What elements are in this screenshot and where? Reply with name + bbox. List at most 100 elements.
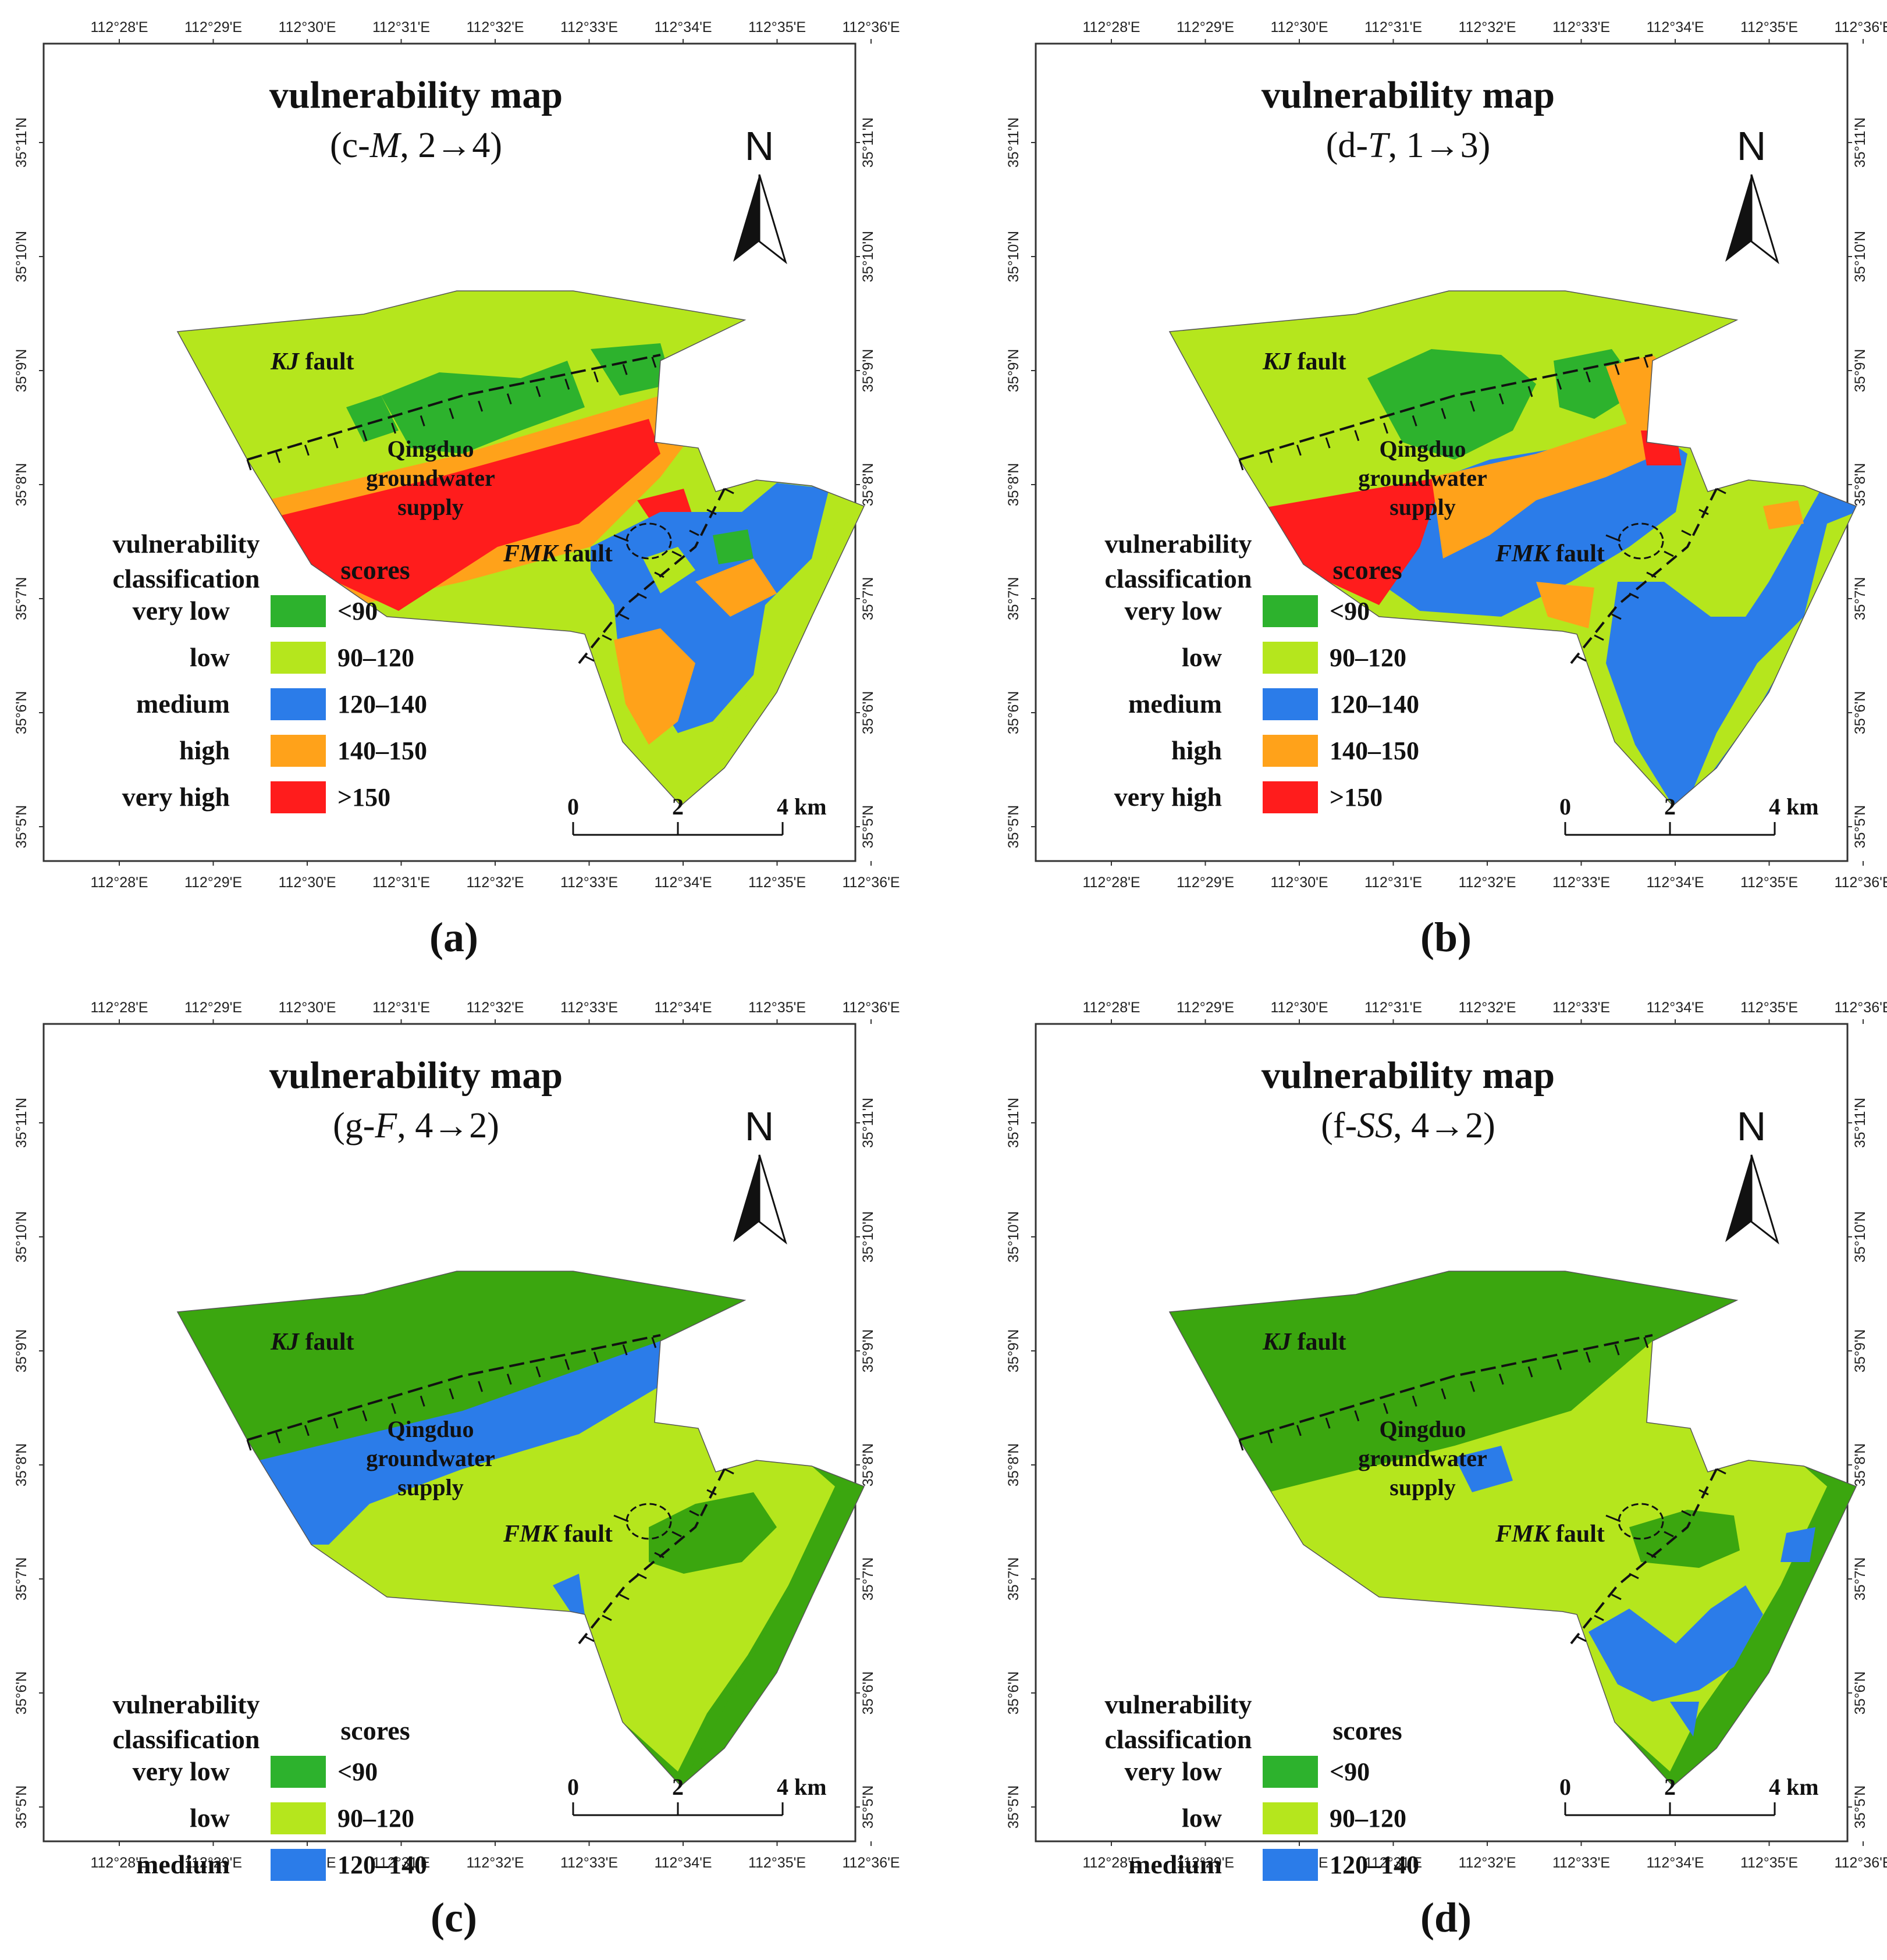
x-tick-label-top: 112°28'E	[90, 19, 148, 35]
map-title: vulnerability map	[1261, 1054, 1555, 1097]
fault-hatch	[1470, 400, 1476, 412]
fault-hatch	[1646, 1552, 1657, 1559]
y-tick-label-right: 35°6'N	[860, 1671, 876, 1715]
fault-hatch	[1441, 1388, 1447, 1400]
panel-label: (a)	[429, 914, 478, 961]
legend-class-label: medium	[1128, 1849, 1222, 1879]
fault-hatch	[1383, 422, 1388, 434]
fault-hatch	[602, 1614, 612, 1621]
x-tick-label-bottom: 112°29'E	[1177, 874, 1234, 891]
legend-score-label: 90–120	[1330, 1804, 1406, 1833]
legend-swatch	[1263, 1802, 1318, 1834]
class-patch-high	[1763, 500, 1804, 529]
panel-a: 112°28'E 112°28'E 112°29'E 112°29'E 112°30'E…	[13, 19, 900, 961]
fmk-fault-label: FMK fault	[1495, 540, 1605, 567]
kj-fault-rest: fault	[1291, 1329, 1346, 1356]
fault-hatch	[1698, 508, 1709, 515]
groundwater-supply-marker	[1618, 1503, 1664, 1540]
legend-class-label: low	[1182, 1803, 1222, 1833]
legend-swatch	[271, 642, 326, 674]
north-arrow: N	[733, 1104, 787, 1245]
x-tick-label-top: 112°36'E	[842, 999, 900, 1016]
fault-hatch	[593, 371, 599, 383]
y-tick-label-left: 35°8'N	[1005, 1443, 1022, 1487]
groundwater-supply-marker	[1618, 522, 1664, 560]
scale-bar-label: 2	[672, 794, 684, 820]
x-tick-label-top: 112°33'E	[560, 999, 618, 1016]
fault-hatch	[1611, 613, 1622, 620]
x-tick-label-bottom: 112°29'E	[184, 874, 242, 891]
kj-fault-label: KJ fault	[270, 348, 354, 375]
x-tick-label-top: 112°32'E	[1458, 19, 1516, 35]
x-tick-label-top: 112°30'E	[278, 999, 336, 1016]
x-tick-label-bottom: 112°34'E	[654, 874, 712, 891]
class-patch-low	[1687, 512, 1856, 803]
scale-bar-label: 4 km	[777, 1774, 827, 1800]
legend-class-label: very low	[1125, 1756, 1222, 1786]
legend-score-label: >150	[337, 783, 390, 812]
x-tick-label-bottom: 112°33'E	[560, 874, 618, 891]
fault-hatch	[362, 1410, 368, 1422]
fault-hatch	[304, 444, 310, 456]
groundwater-supply-label: groundwater	[1358, 465, 1487, 491]
fault-hatch	[1664, 550, 1674, 557]
kj-fault-italic: KJ	[1262, 1329, 1292, 1356]
fmk-fault-label: FMK fault	[503, 1521, 613, 1548]
x-tick-label-top: 112°35'E	[748, 999, 806, 1016]
fault-hatch	[1354, 430, 1360, 442]
subtitle-suffix: , 2→4)	[400, 126, 502, 165]
fault-hatch	[1412, 415, 1417, 426]
north-arrow: N	[733, 123, 787, 265]
class-patch-medium	[247, 1341, 660, 1545]
y-tick-label-right: 35°9'N	[1852, 349, 1868, 393]
kj-fault-label: KJ fault	[1262, 1329, 1346, 1356]
groundwater-leader	[1605, 534, 1621, 542]
kj-fault-label: KJ fault	[1262, 348, 1346, 375]
fault-hatch	[1527, 1366, 1533, 1378]
fault-hatch	[1629, 592, 1639, 599]
x-tick-label-bottom: 112°28'E	[90, 874, 148, 891]
fault-hatch	[689, 529, 699, 536]
scale-bar-label: 4 km	[1769, 794, 1819, 820]
y-tick-label-right: 35°8'N	[1852, 1443, 1868, 1487]
groundwater-leader	[613, 1514, 629, 1523]
y-tick-label-right: 35°11'N	[860, 1098, 876, 1148]
scores-heading: scores	[340, 1716, 410, 1745]
legend-swatch	[1263, 1849, 1318, 1881]
panel-b: 112°28'E 112°28'E 112°29'E 112°29'E 112°30'E…	[1005, 19, 1887, 961]
y-tick-label-right: 35°9'N	[860, 1329, 876, 1373]
y-tick-label-right: 35°6'N	[1852, 691, 1868, 735]
map-subtitle: (d-T, 1→3)	[1326, 126, 1490, 165]
x-tick-label-bottom: 112°28'E	[90, 1855, 148, 1871]
fault-hatch	[420, 415, 425, 426]
kj-fault-line	[1239, 1334, 1653, 1441]
scores-heading: scores	[1332, 555, 1402, 585]
fault-hatch	[1585, 1351, 1591, 1363]
legend-score-label: <90	[337, 1758, 378, 1786]
x-tick-label-top: 112°36'E	[842, 19, 900, 35]
fault-hatch	[1412, 1395, 1417, 1407]
x-tick-label-top: 112°30'E	[278, 19, 336, 35]
legend-class-label: medium	[136, 1849, 230, 1879]
subtitle-suffix: , 4→2)	[1393, 1106, 1495, 1146]
fault-hatch	[1556, 1358, 1562, 1370]
x-tick-label-bottom: 112°29'E	[184, 1855, 242, 1871]
class-patch-vl-dark	[684, 1486, 864, 1783]
fmk-fault-rest: fault	[1550, 1521, 1605, 1548]
legend-swatch	[271, 1849, 326, 1881]
fault-hatch	[535, 386, 541, 397]
groundwater-supply-marker	[626, 1503, 672, 1540]
y-tick-label-left: 35°7'N	[13, 1557, 30, 1601]
legend-heading: classification	[1105, 1724, 1252, 1754]
class-patch-very-low	[381, 361, 585, 454]
subtitle-suffix: , 4→2)	[397, 1106, 499, 1146]
y-tick-label-left: 35°10'N	[1005, 231, 1022, 282]
x-tick-label-bottom: 112°31'E	[372, 1855, 430, 1871]
legend-score-label: 140–150	[337, 737, 427, 765]
x-tick-label-top: 112°33'E	[560, 19, 618, 35]
kj-fault-italic: KJ	[270, 1329, 300, 1356]
legend-score-label: 120–140	[337, 1851, 427, 1879]
scale-bar-label: 2	[672, 1774, 684, 1800]
x-tick-label-bottom: 112°34'E	[1646, 874, 1704, 891]
